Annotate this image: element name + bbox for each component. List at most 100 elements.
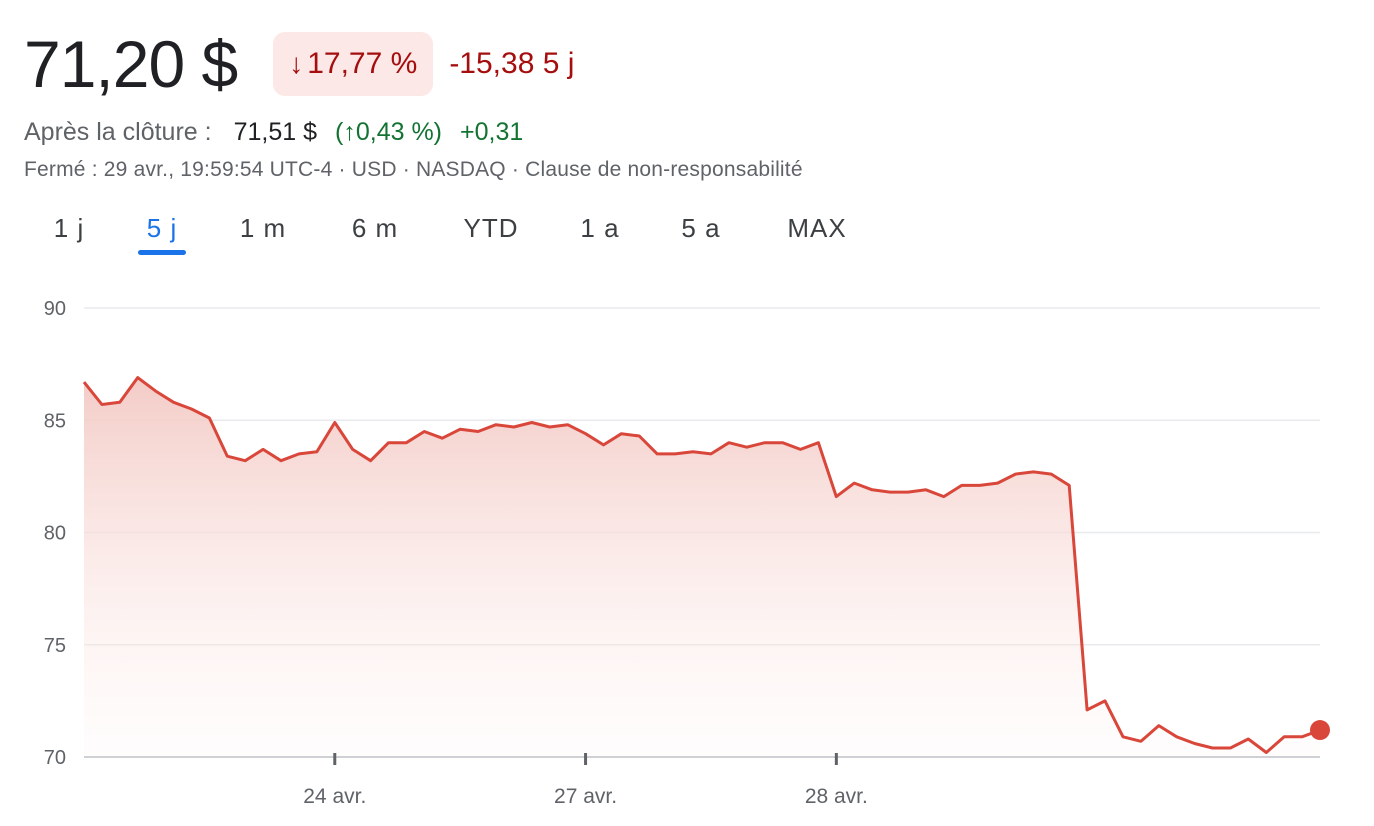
y-tick-label: 70 bbox=[44, 747, 66, 769]
data-point[interactable] bbox=[436, 432, 448, 444]
price-area-fill bbox=[84, 377, 1320, 757]
data-point[interactable] bbox=[418, 426, 430, 438]
tab-1-month[interactable]: 1 m bbox=[239, 213, 287, 243]
data-point[interactable] bbox=[78, 376, 90, 388]
data-point[interactable] bbox=[956, 479, 968, 491]
data-point[interactable] bbox=[830, 491, 842, 503]
data-point[interactable] bbox=[777, 437, 789, 449]
data-point[interactable] bbox=[1010, 468, 1022, 480]
data-point[interactable] bbox=[472, 426, 484, 438]
data-point[interactable] bbox=[1242, 733, 1254, 745]
data-point[interactable] bbox=[1135, 735, 1147, 747]
data-point[interactable] bbox=[1027, 466, 1039, 478]
change-percent-badge: ↓ 17,77 % bbox=[273, 32, 434, 96]
data-point[interactable] bbox=[1081, 704, 1093, 716]
y-tick-label: 90 bbox=[44, 298, 66, 320]
data-point[interactable] bbox=[812, 437, 824, 449]
data-point[interactable] bbox=[132, 372, 144, 384]
data-point[interactable] bbox=[544, 421, 556, 433]
data-point[interactable] bbox=[311, 446, 323, 458]
data-point[interactable] bbox=[365, 455, 377, 467]
data-point[interactable] bbox=[1099, 695, 1111, 707]
data-point[interactable] bbox=[633, 430, 645, 442]
data-point[interactable] bbox=[884, 486, 896, 498]
tab-5-years[interactable]: 5 a bbox=[681, 213, 721, 243]
data-point[interactable] bbox=[239, 455, 251, 467]
change-percent: 17,77 % bbox=[307, 47, 418, 80]
after-hours-percent: (↑0,43 %) bbox=[335, 117, 442, 146]
data-point[interactable] bbox=[168, 396, 180, 408]
data-point[interactable] bbox=[669, 448, 681, 460]
data-point[interactable] bbox=[400, 437, 412, 449]
y-tick-label: 80 bbox=[44, 523, 66, 545]
data-point[interactable] bbox=[723, 437, 735, 449]
market-status-line: Fermé : 29 avr., 19:59:54 UTC-4 · USD · … bbox=[24, 158, 803, 181]
data-point[interactable] bbox=[1189, 738, 1201, 750]
data-point[interactable] bbox=[1296, 731, 1308, 743]
data-point[interactable] bbox=[1117, 731, 1129, 743]
active-tab-indicator bbox=[138, 250, 186, 255]
data-point[interactable] bbox=[1063, 479, 1075, 491]
after-hours-label: Après la clôture : bbox=[24, 117, 212, 146]
arrow-down-icon: ↓ bbox=[289, 48, 304, 79]
data-point[interactable] bbox=[114, 396, 126, 408]
data-point[interactable] bbox=[974, 479, 986, 491]
data-point[interactable] bbox=[1171, 731, 1183, 743]
data-point[interactable] bbox=[221, 450, 233, 462]
data-point[interactable] bbox=[347, 443, 359, 455]
data-point[interactable] bbox=[454, 423, 466, 435]
after-hours-price: 71,51 $ bbox=[233, 117, 318, 146]
y-tick-label: 85 bbox=[44, 410, 66, 432]
data-point[interactable] bbox=[1224, 742, 1236, 754]
data-point[interactable] bbox=[293, 448, 305, 460]
price-header: 71,20 $ ↓ 17,77 % -15,38 5 j bbox=[24, 28, 574, 100]
data-point[interactable] bbox=[848, 477, 860, 489]
data-point[interactable] bbox=[1278, 731, 1290, 743]
x-tick-label: 27 avr. bbox=[554, 785, 617, 808]
data-point[interactable] bbox=[580, 428, 592, 440]
tab-6-months[interactable]: 6 m bbox=[351, 213, 399, 243]
data-point[interactable] bbox=[1045, 468, 1057, 480]
data-point[interactable] bbox=[186, 403, 198, 415]
data-point[interactable] bbox=[687, 446, 699, 458]
data-point[interactable] bbox=[526, 417, 538, 429]
data-point[interactable] bbox=[795, 443, 807, 455]
data-point[interactable] bbox=[150, 385, 162, 397]
data-point[interactable] bbox=[562, 419, 574, 431]
x-tick-label: 28 avr. bbox=[805, 785, 868, 808]
data-point[interactable] bbox=[902, 486, 914, 498]
data-point[interactable] bbox=[383, 437, 395, 449]
data-point[interactable] bbox=[992, 477, 1004, 489]
data-point[interactable] bbox=[866, 484, 878, 496]
change-absolute: -15,38 5 j bbox=[449, 47, 575, 80]
data-point[interactable] bbox=[1260, 747, 1272, 759]
data-point[interactable] bbox=[598, 439, 610, 451]
tab-1-year[interactable]: 1 a bbox=[580, 213, 620, 243]
tab-1-day[interactable]: 1 j bbox=[53, 213, 85, 243]
data-point[interactable] bbox=[257, 443, 269, 455]
data-point[interactable] bbox=[741, 441, 753, 453]
range-tabs: 1 j 5 j 1 m 6 m YTD 1 a 5 a MAX bbox=[0, 206, 900, 255]
last-price-marker[interactable] bbox=[1310, 720, 1330, 741]
data-point[interactable] bbox=[705, 448, 717, 460]
data-point[interactable] bbox=[275, 455, 287, 467]
data-point[interactable] bbox=[508, 421, 520, 433]
data-point[interactable] bbox=[1207, 742, 1219, 754]
after-hours-row: Après la clôture : 71,51 $ (↑0,43 %) +0,… bbox=[24, 114, 523, 150]
data-point[interactable] bbox=[938, 491, 950, 503]
tab-5-days[interactable]: 5 j bbox=[146, 213, 178, 243]
data-point[interactable] bbox=[651, 448, 663, 460]
data-point[interactable] bbox=[96, 399, 108, 411]
data-point[interactable] bbox=[329, 417, 341, 429]
after-hours-change: +0,31 bbox=[460, 117, 524, 146]
tab-max[interactable]: MAX bbox=[787, 213, 847, 243]
data-point[interactable] bbox=[920, 484, 932, 496]
y-tick-label: 75 bbox=[44, 635, 66, 657]
data-point[interactable] bbox=[615, 428, 627, 440]
data-point[interactable] bbox=[1153, 720, 1165, 732]
data-point[interactable] bbox=[759, 437, 771, 449]
price-chart[interactable]: 90 85 80 75 70 24 avr. 27 avr. 28 avr. bbox=[0, 270, 1374, 826]
data-point[interactable] bbox=[203, 412, 215, 424]
tab-ytd[interactable]: YTD bbox=[463, 213, 519, 243]
data-point[interactable] bbox=[490, 419, 502, 431]
